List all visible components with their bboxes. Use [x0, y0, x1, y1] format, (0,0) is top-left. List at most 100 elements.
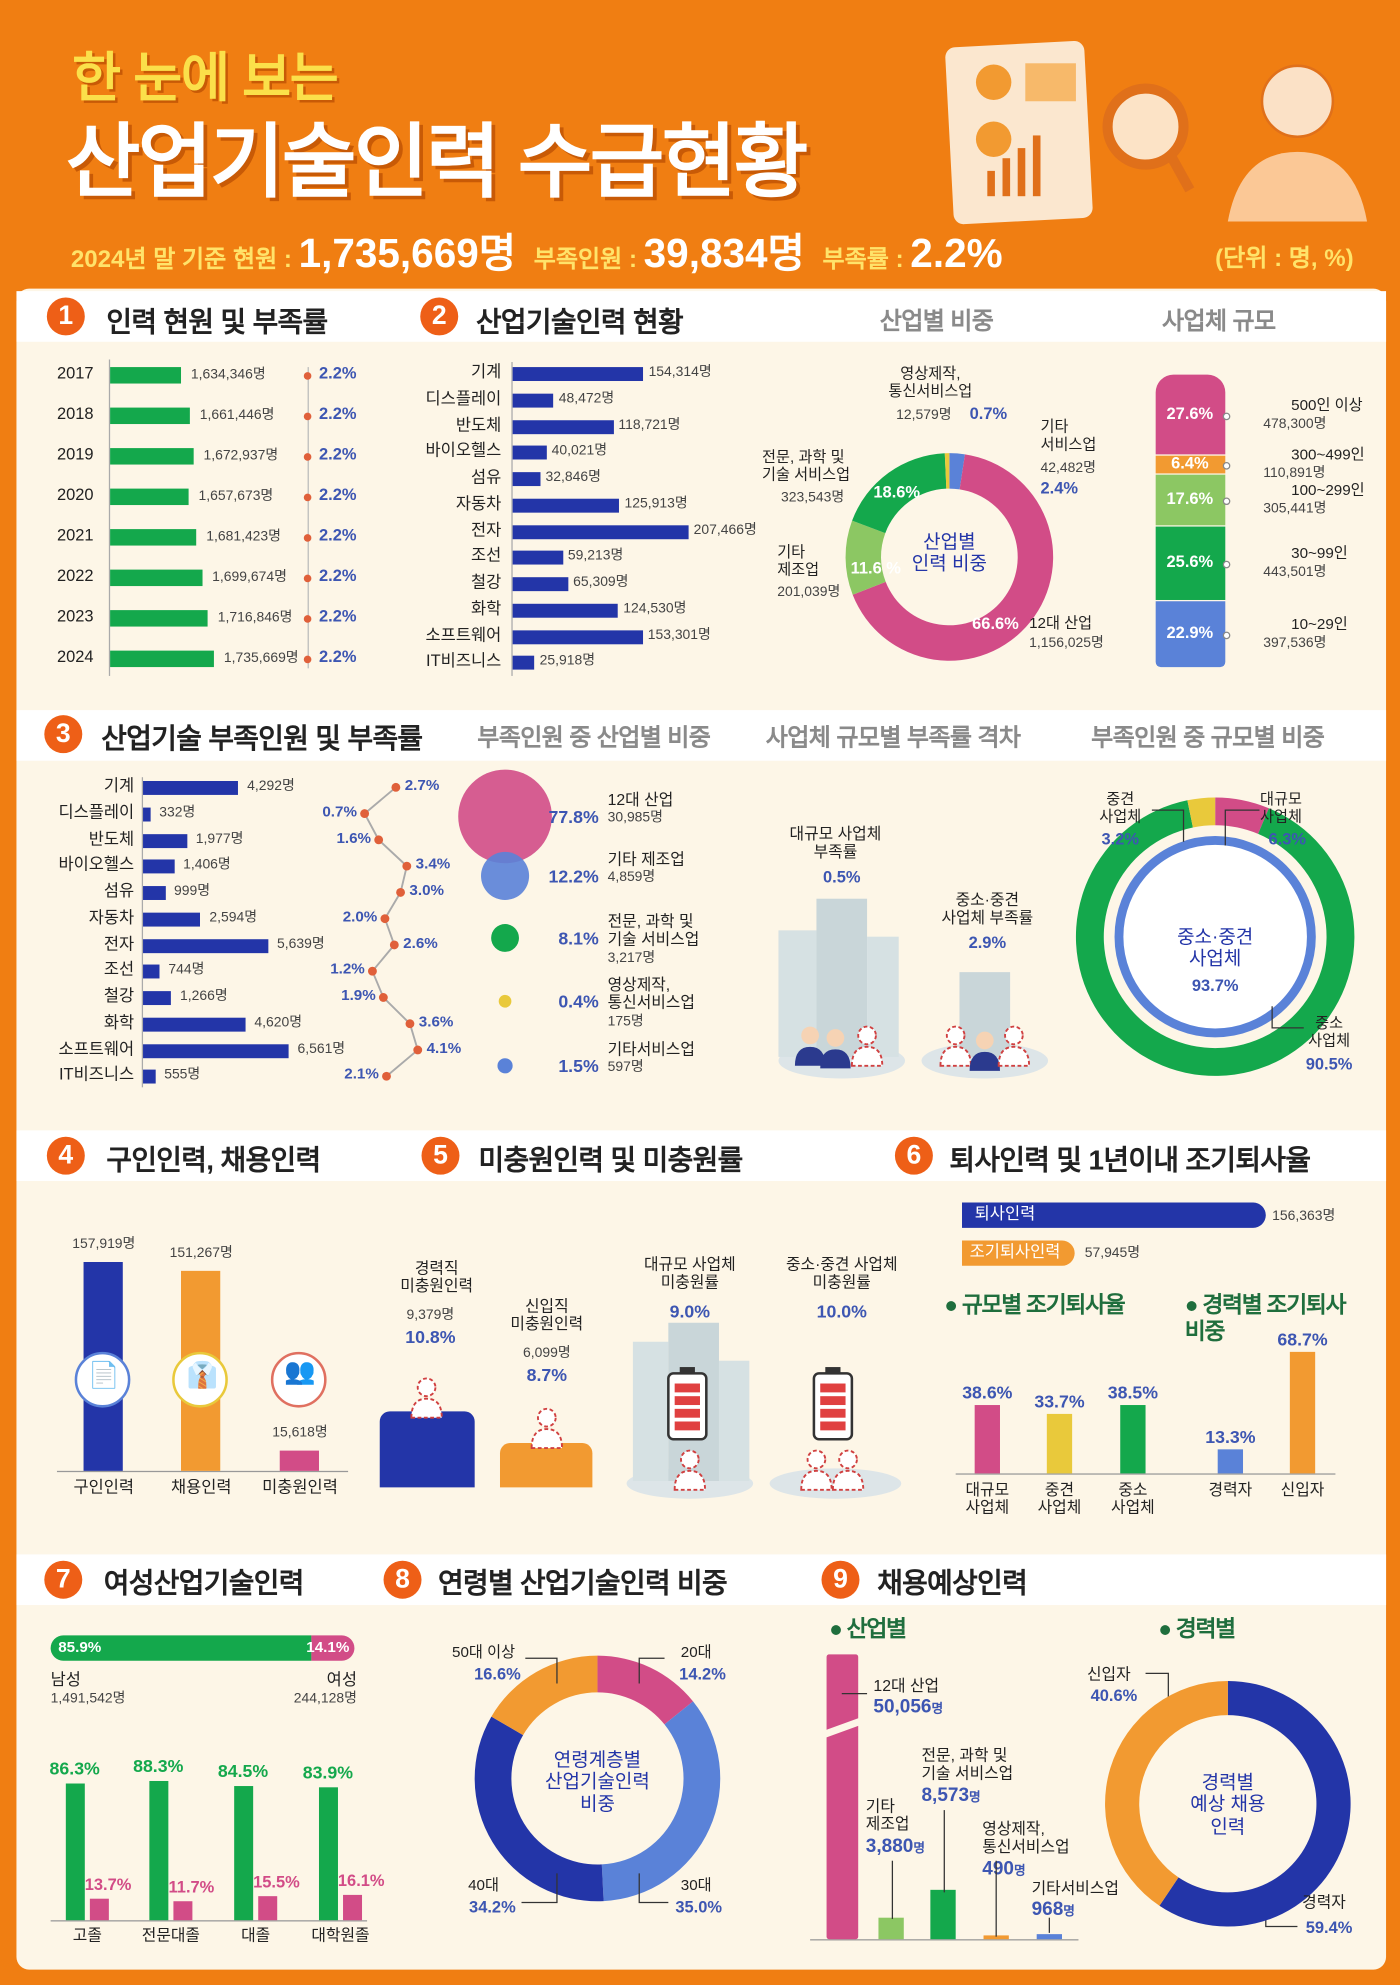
category-label: 디스플레이	[58, 802, 135, 822]
size-gap-illustration	[778, 898, 1049, 1079]
category-label: IT비즈니스	[426, 650, 502, 670]
large-unfilled-pct: 9.0%	[669, 1301, 711, 1322]
segment-label: 경력자	[1302, 1893, 1346, 1912]
bar-value-label: 1,735,669명	[223, 650, 299, 666]
count-unit: 명	[1013, 1864, 1026, 1879]
bar-value-label: 1,672,937명	[203, 448, 279, 464]
segment-pct: 3.2%	[1101, 829, 1139, 849]
section-title: 산업기술인력 현황	[475, 306, 684, 338]
bar-value-label: 59,213명	[567, 548, 624, 564]
size-label: 10~29인	[1291, 615, 1348, 634]
bar-value-label: 15,618명	[272, 1424, 328, 1441]
person-head-icon	[806, 1449, 827, 1470]
bar-value-label: 1,977명	[195, 830, 244, 847]
bubble-label: 기타서비스업	[607, 1040, 695, 1059]
bar-value-label: 1,266명	[179, 988, 228, 1004]
bar-category-label: 미충원인력	[262, 1477, 338, 1497]
early-quit-count: 57,945명	[1084, 1245, 1141, 1261]
bubble-pct: 77.8%	[548, 806, 599, 827]
leader-dot	[1222, 561, 1231, 569]
bubble-count: 3,217명	[607, 950, 656, 966]
rate-label: 2.2%	[318, 606, 357, 626]
segment-pct: 35.0%	[675, 1897, 723, 1917]
year-label: 2020	[56, 484, 94, 504]
leader-dot	[1222, 462, 1231, 471]
female-pct: 16.1%	[337, 1870, 385, 1890]
category-label: 소프트웨어	[58, 1038, 135, 1058]
person-body-icon	[997, 1045, 1031, 1067]
rate-line	[307, 367, 309, 669]
industry-label: 12대 산업	[873, 1677, 940, 1695]
leader-dot	[1222, 412, 1231, 421]
subsection-title: ● 산업별	[829, 1616, 907, 1642]
male-pct: 85.9%	[58, 1637, 102, 1656]
category-label: 철강	[470, 572, 502, 592]
baseline	[50, 1920, 368, 1922]
count-value: 968	[1031, 1898, 1064, 1921]
leader-dot	[1222, 497, 1231, 506]
female-pct: 13.7%	[84, 1874, 132, 1894]
rate-polyline	[363, 786, 419, 1077]
donut-center-label: 산업별 인력 비중	[911, 531, 987, 575]
person-head-icon	[838, 1449, 858, 1470]
size-early-quit-title: 규모별 조기퇴사율	[961, 1292, 1126, 1318]
person-head-icon	[416, 1377, 437, 1398]
male-bar	[318, 1787, 338, 1921]
person-body-icon	[850, 1045, 884, 1067]
person-body-icon	[794, 1046, 826, 1066]
donut-segment	[1159, 1680, 1351, 1927]
segment-label: 중소 사업체	[1308, 1013, 1351, 1050]
count-unit: 명	[969, 1791, 981, 1806]
category-label: 반도체	[88, 828, 135, 848]
section-number: 9	[821, 1560, 860, 1599]
quit-bar-label: 퇴사인력	[974, 1203, 1036, 1223]
worker-icon: 👔	[186, 1362, 219, 1390]
quit-count: 156,363명	[1272, 1208, 1336, 1225]
bar	[143, 964, 160, 979]
bar-value-label: 153,301명	[647, 627, 711, 643]
segment-label: 12대 산업	[1029, 613, 1093, 632]
bubble	[481, 851, 530, 900]
bar-value-label: 48,472명	[558, 390, 615, 407]
industry-count: 490명	[982, 1858, 1025, 1880]
leader-line	[638, 1657, 665, 1684]
magnifier-icon	[1102, 83, 1189, 170]
category-label: 화학	[470, 598, 502, 618]
subsection-title: 부족인원 중 규모별 비중	[1091, 725, 1325, 752]
female-bar	[258, 1895, 278, 1921]
section-title: 미충원인력 및 미충원률	[478, 1144, 743, 1176]
person-head-icon	[801, 1026, 819, 1045]
building-icon	[632, 1341, 669, 1481]
subsection-title: ● 경력별 조기퇴사 비중	[1184, 1292, 1347, 1344]
segment-label: 40대	[468, 1875, 499, 1894]
category-label: 전자	[470, 519, 502, 539]
segment-count: 1,156,025명	[1029, 635, 1104, 651]
rate-label: 0.7%	[322, 802, 357, 820]
donut-segment	[852, 454, 1054, 661]
bubble-pct: 12.2%	[548, 865, 599, 887]
rate-dot	[303, 574, 312, 583]
stat-current-label: 2024년 말 기준 현원 :	[70, 246, 299, 274]
rate-label: 3.6%	[418, 1012, 454, 1031]
rate-dot	[303, 493, 312, 502]
donut-center-label: 연령계층별 산업기술인력 비중	[545, 1749, 650, 1815]
segment-label: 기타 제조업	[777, 543, 820, 579]
rate-dot	[303, 655, 312, 664]
newbie-unfilled-label: 신입직 미충원인력	[510, 1297, 584, 1334]
bar	[512, 603, 619, 618]
section-band	[16, 1130, 1387, 1181]
bar	[512, 550, 563, 565]
education-label: 고졸	[72, 1926, 102, 1945]
category-label: 조선	[103, 959, 135, 979]
rate-label: 3.0%	[409, 880, 445, 899]
segment-label: 영상제작, 통신서비스업	[888, 364, 973, 400]
segment-label: 50대 이상	[452, 1643, 516, 1661]
category-label: 섬유	[470, 467, 502, 487]
career-early-quit-title: 경력별 조기퇴사 비중	[1184, 1292, 1347, 1344]
size-share-donut	[1075, 797, 1355, 1076]
newbie-unfilled-pct: 8.7%	[526, 1364, 568, 1385]
career-unfilled-label: 경력직 미충원인력	[400, 1259, 474, 1296]
size-count: 397,536명	[1263, 636, 1327, 652]
bar	[1217, 1449, 1244, 1474]
bar	[110, 367, 181, 384]
